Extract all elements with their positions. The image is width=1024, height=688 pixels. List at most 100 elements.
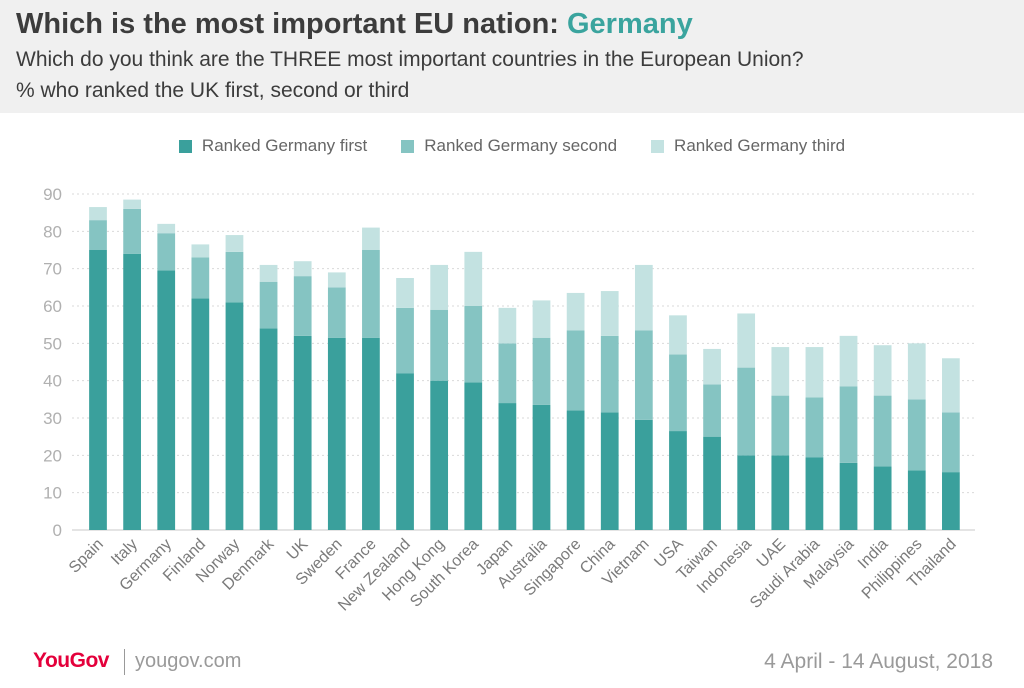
y-tick-label: 30 [43, 409, 62, 428]
bar-segment [942, 358, 960, 413]
bar-segment [225, 235, 244, 252]
bar-segment [703, 384, 721, 437]
chart-title: Which is the most important EU nation: G… [16, 8, 693, 41]
bar-segment [600, 412, 619, 530]
bar-segment [362, 227, 380, 250]
bar-segment [942, 472, 960, 530]
bar-segment [805, 457, 824, 530]
bar-segment [123, 199, 141, 209]
bar-segment [362, 337, 380, 530]
x-tick-label: Spain [66, 536, 107, 577]
y-tick-label: 70 [43, 260, 62, 279]
bar-segment [293, 276, 312, 336]
bar-segment [89, 207, 107, 221]
legend-swatch-third [651, 139, 665, 153]
bar-segment [907, 470, 926, 530]
bar-segment [498, 343, 517, 404]
bar-segment [225, 251, 244, 303]
bar-segment [259, 281, 278, 329]
bar-segment [669, 431, 687, 530]
bar-segment [259, 328, 278, 530]
bar-segment [771, 347, 790, 396]
bar-segment [157, 223, 176, 234]
bar-segment [498, 403, 517, 530]
bar-segment [805, 397, 824, 458]
legend-swatch-second [401, 139, 415, 153]
header: Which is the most important EU nation: G… [0, 0, 1024, 113]
bar-segment [362, 250, 380, 338]
bar-segment [737, 313, 756, 368]
legend-item-third: Ranked Germany third [651, 136, 845, 156]
chart-subtitle-note: % who ranked the UK first, second or thi… [16, 79, 410, 102]
y-tick-label: 60 [43, 297, 62, 316]
bar-segment [839, 335, 858, 387]
bar-segment [89, 220, 107, 250]
bar-segment [396, 307, 414, 374]
y-tick-label: 0 [53, 521, 62, 540]
bar-segment [157, 233, 176, 271]
title-highlight: Germany [567, 8, 693, 40]
bar-segment [600, 291, 619, 336]
bar-segment [634, 264, 653, 331]
bar-segment [873, 395, 892, 467]
bar-segment [839, 386, 858, 463]
bar-segment [191, 257, 210, 299]
bar-segment [464, 251, 483, 306]
bar-segment [771, 455, 790, 530]
bar-segment [430, 380, 449, 530]
bar-segment [634, 330, 653, 420]
bar-segment [566, 330, 585, 411]
footer-date-range: 4 April - 14 August, 2018 [764, 650, 993, 673]
bar-segment [123, 253, 141, 530]
bar-segment [634, 419, 653, 530]
bar-segment [907, 399, 926, 471]
bar-segment [396, 278, 414, 308]
bar-segment [669, 354, 687, 432]
bar-segment [532, 300, 551, 338]
bar-segment [669, 315, 687, 355]
bar-segment [873, 345, 892, 396]
footer-divider [124, 649, 125, 675]
y-tick-label: 10 [43, 484, 62, 503]
bar-segment [157, 270, 176, 530]
bar-segment [703, 348, 721, 385]
bar-segment [771, 395, 790, 456]
bar-segment [327, 337, 346, 530]
bar-segment [327, 287, 346, 338]
legend-label-first: Ranked Germany first [201, 136, 368, 155]
legend-item-second: Ranked Germany second [401, 136, 617, 156]
bar-segment [191, 244, 210, 258]
bar-segment [293, 261, 312, 277]
bar-segment [191, 298, 210, 530]
legend: Ranked Germany first Ranked Germany seco… [0, 136, 1024, 156]
bar-segment [600, 335, 619, 413]
bar-segment [873, 466, 892, 530]
bar-segment [430, 309, 449, 381]
legend-item-first: Ranked Germany first [178, 136, 368, 156]
bar-segment [839, 462, 858, 530]
bar-segment [464, 306, 483, 383]
yougov-logo: YouGov [33, 649, 109, 672]
legend-swatch-first [178, 139, 192, 153]
legend-label-third: Ranked Germany third [674, 136, 846, 155]
y-tick-label: 50 [43, 334, 62, 353]
bar-segment [703, 436, 721, 530]
chart-subtitle: Which do you think are the THREE most im… [16, 48, 804, 71]
y-tick-label: 80 [43, 222, 62, 241]
bar-segment [942, 412, 960, 473]
bar-segment [123, 208, 141, 254]
bar-segment [566, 410, 585, 530]
bar-segment [430, 264, 449, 310]
bar-segment [907, 343, 926, 400]
bar-segment [498, 307, 517, 344]
y-tick-label: 40 [43, 372, 62, 391]
legend-label-second: Ranked Germany second [424, 136, 618, 155]
y-tick-label: 20 [43, 446, 62, 465]
bar-segment [737, 367, 756, 456]
footer-url: yougov.com [135, 650, 242, 672]
x-tick-label: UK [284, 536, 312, 564]
title-prefix: Which is the most important EU nation: [16, 8, 567, 40]
bar-segment [464, 382, 483, 530]
bar-segment [89, 250, 107, 530]
